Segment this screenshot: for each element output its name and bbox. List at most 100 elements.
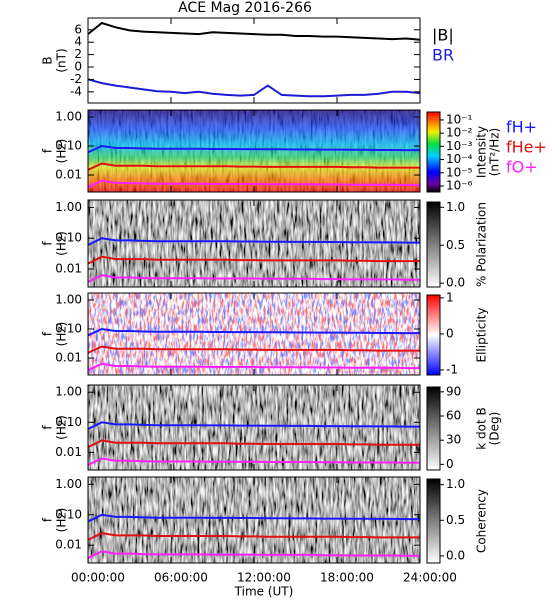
colorbar-frame: [426, 478, 441, 564]
series-line: [88, 144, 420, 154]
colorbar-tick-label: -1: [446, 362, 458, 376]
colorbar-tick-label: 30: [446, 433, 461, 447]
series-line: [88, 237, 420, 246]
y-tick-label: 0.01: [55, 168, 82, 182]
colorbar-label: (nT²/Hz): [488, 128, 502, 176]
y-tick-label: 2: [74, 47, 82, 61]
colorbar-tick-label: 10⁻⁵: [446, 165, 473, 179]
y-axis-label: f: [41, 517, 55, 522]
colorbar-tick-label: 1.0: [446, 477, 465, 491]
y-tick-label: 0.10: [55, 139, 82, 153]
y-tick-label: 0.10: [55, 322, 82, 336]
y-axis-label: f: [41, 148, 55, 153]
colorbar-tick-label: 10⁻¹: [446, 112, 473, 126]
y-tick-label: 4: [74, 35, 82, 49]
colorbar-tick-label: 1.0: [446, 200, 465, 214]
y-axis-label: f: [41, 425, 55, 430]
x-tick-label: 06:00:00: [154, 571, 208, 585]
y-tick-label: 1.00: [55, 477, 82, 491]
y-tick-label: 0.01: [55, 538, 82, 552]
colorbar-tick-label: 0.5: [446, 238, 465, 252]
colorbar-tick-label: 10⁻³: [446, 139, 473, 153]
x-tick-label: 24:00:00: [403, 571, 457, 585]
legend-label: |B|: [432, 26, 454, 45]
spectrogram-texture: [88, 110, 420, 192]
colorbar: [427, 202, 440, 287]
series-line: [88, 421, 420, 430]
x-axis-label: Time (UT): [234, 585, 294, 599]
spectrogram-texture: [88, 293, 420, 375]
y-tick-label: 0.10: [55, 507, 82, 521]
series-line: [88, 179, 420, 189]
colorbar-tick-label: 0.0: [446, 548, 465, 562]
colorbar-frame: [426, 294, 441, 376]
y-tick-label: 0.10: [55, 415, 82, 429]
colorbar-frame: [426, 201, 441, 288]
legend-label: fO+: [506, 158, 538, 177]
colorbar-tick-label: 1: [446, 290, 454, 304]
spectrogram-image: [88, 477, 420, 563]
colorbar-frame: [426, 111, 441, 193]
colorbar-tick-label: 0.5: [446, 513, 465, 527]
colorbar-tick-label: 60: [446, 409, 461, 423]
colorbar-label: % Polarization: [475, 202, 489, 287]
y-tick-label: 1.00: [55, 292, 82, 306]
series-line: [88, 255, 420, 265]
y-tick-label: 0: [74, 60, 82, 74]
colorbar-frame: [426, 386, 441, 471]
legend-label: fHe+: [506, 138, 547, 157]
y-axis-label: (Hz): [55, 139, 69, 164]
chart-title: ACE Mag 2016-266: [178, 0, 312, 16]
legend-label: BR: [432, 46, 454, 65]
y-axis-label: f: [41, 331, 55, 336]
colorbar-tick-label: 0: [446, 457, 454, 471]
y-tick-label: -2: [70, 72, 82, 86]
colorbar: [427, 479, 440, 563]
x-tick-label: 12:00:00: [237, 571, 291, 585]
x-tick-label: 18:00:00: [320, 571, 374, 585]
y-tick-label: 6: [74, 22, 82, 36]
series-line: [88, 327, 420, 337]
x-tick-label: 00:00:00: [71, 571, 125, 585]
series-line: [88, 532, 420, 541]
y-tick-label: 1.00: [55, 200, 82, 214]
colorbar-tick-label: 10⁻⁴: [446, 152, 473, 166]
spectrogram-image: [88, 385, 420, 470]
series-line: [88, 78, 420, 98]
series-line: [88, 457, 420, 466]
legend-label: fH+: [506, 118, 537, 137]
y-tick-label: 0.01: [55, 261, 82, 275]
spectrogram-image: [88, 200, 420, 287]
colorbar-label: Intensity: [475, 126, 489, 178]
series-line: [88, 362, 420, 372]
series-line: [88, 439, 420, 448]
series-line: [88, 345, 420, 354]
y-axis-label: B: [41, 56, 55, 64]
y-axis-label: (nT): [55, 48, 69, 72]
series-line: [88, 162, 420, 171]
colorbar-label: Coherency: [475, 489, 489, 553]
y-axis-label: (Hz): [55, 322, 69, 347]
colorbar-label: (Deg): [488, 412, 502, 446]
y-axis-label: f: [41, 241, 55, 246]
y-tick-label: 0.10: [55, 231, 82, 245]
series-line: [88, 274, 420, 283]
y-tick-label: -4: [70, 84, 82, 98]
colorbar: [427, 295, 440, 375]
y-axis-label: (Hz): [55, 508, 69, 533]
y-tick-label: 0.01: [55, 351, 82, 365]
colorbar-tick-label: 90: [446, 384, 461, 398]
series-line: [88, 21, 420, 41]
colorbar-tick-label: 10⁻²: [446, 126, 473, 140]
y-tick-label: 0.01: [55, 445, 82, 459]
y-axis-label: (Hz): [55, 415, 69, 440]
colorbar-tick-label: 0.0: [446, 276, 465, 290]
colorbar-tick-label: 10⁻⁶: [446, 178, 473, 192]
colorbar-tick-label: 0: [446, 326, 454, 340]
y-axis-label: (Hz): [55, 231, 69, 256]
colorbar-label: Ellipticity: [475, 308, 489, 363]
colorbar-label: k dot B: [475, 407, 489, 449]
colorbar: [427, 112, 440, 192]
